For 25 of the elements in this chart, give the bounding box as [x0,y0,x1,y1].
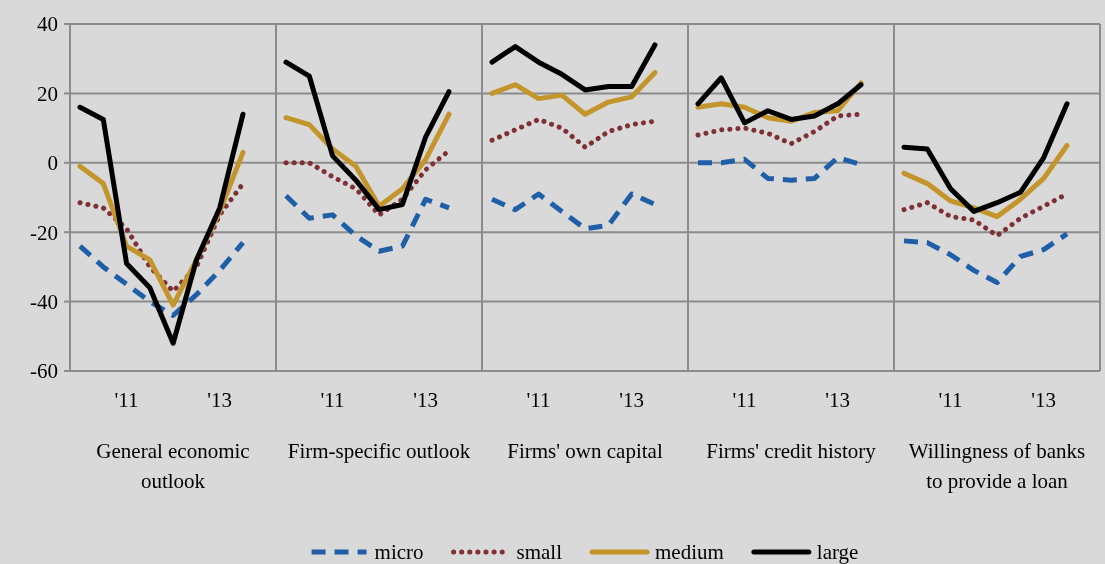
y-tick-label: -60 [30,359,58,384]
x-axis-title: Willingness of banks to provide a loan [908,439,1086,493]
y-tick-label: 20 [37,81,58,106]
x-axis-title: General economic outlook [96,439,250,493]
y-tick-label: -20 [30,220,58,245]
y-tick-label: 0 [47,151,58,176]
legend-label: small [516,540,563,564]
x-tick-label: '11 [938,388,963,412]
x-tick-label: '11 [114,388,139,412]
legend-label: medium [655,540,724,564]
legend-label: micro [374,540,424,564]
x-tick-label: '11 [526,388,551,412]
x-axis-title: Firms' own capital [507,439,663,463]
legend-label: large [816,540,859,564]
x-axis-title: Firm-specific outlook [287,439,471,463]
x-tick-label: '13 [207,388,233,412]
x-tick-label: '13 [619,388,645,412]
x-tick-label: '11 [732,388,757,412]
x-tick-label: '13 [1031,388,1057,412]
x-axis-title: Firms' credit history [706,439,877,463]
y-tick-label: 40 [37,12,58,37]
x-tick-label: '11 [320,388,345,412]
x-tick-label: '13 [413,388,439,412]
x-tick-label: '13 [825,388,851,412]
y-tick-label: -40 [30,289,58,314]
